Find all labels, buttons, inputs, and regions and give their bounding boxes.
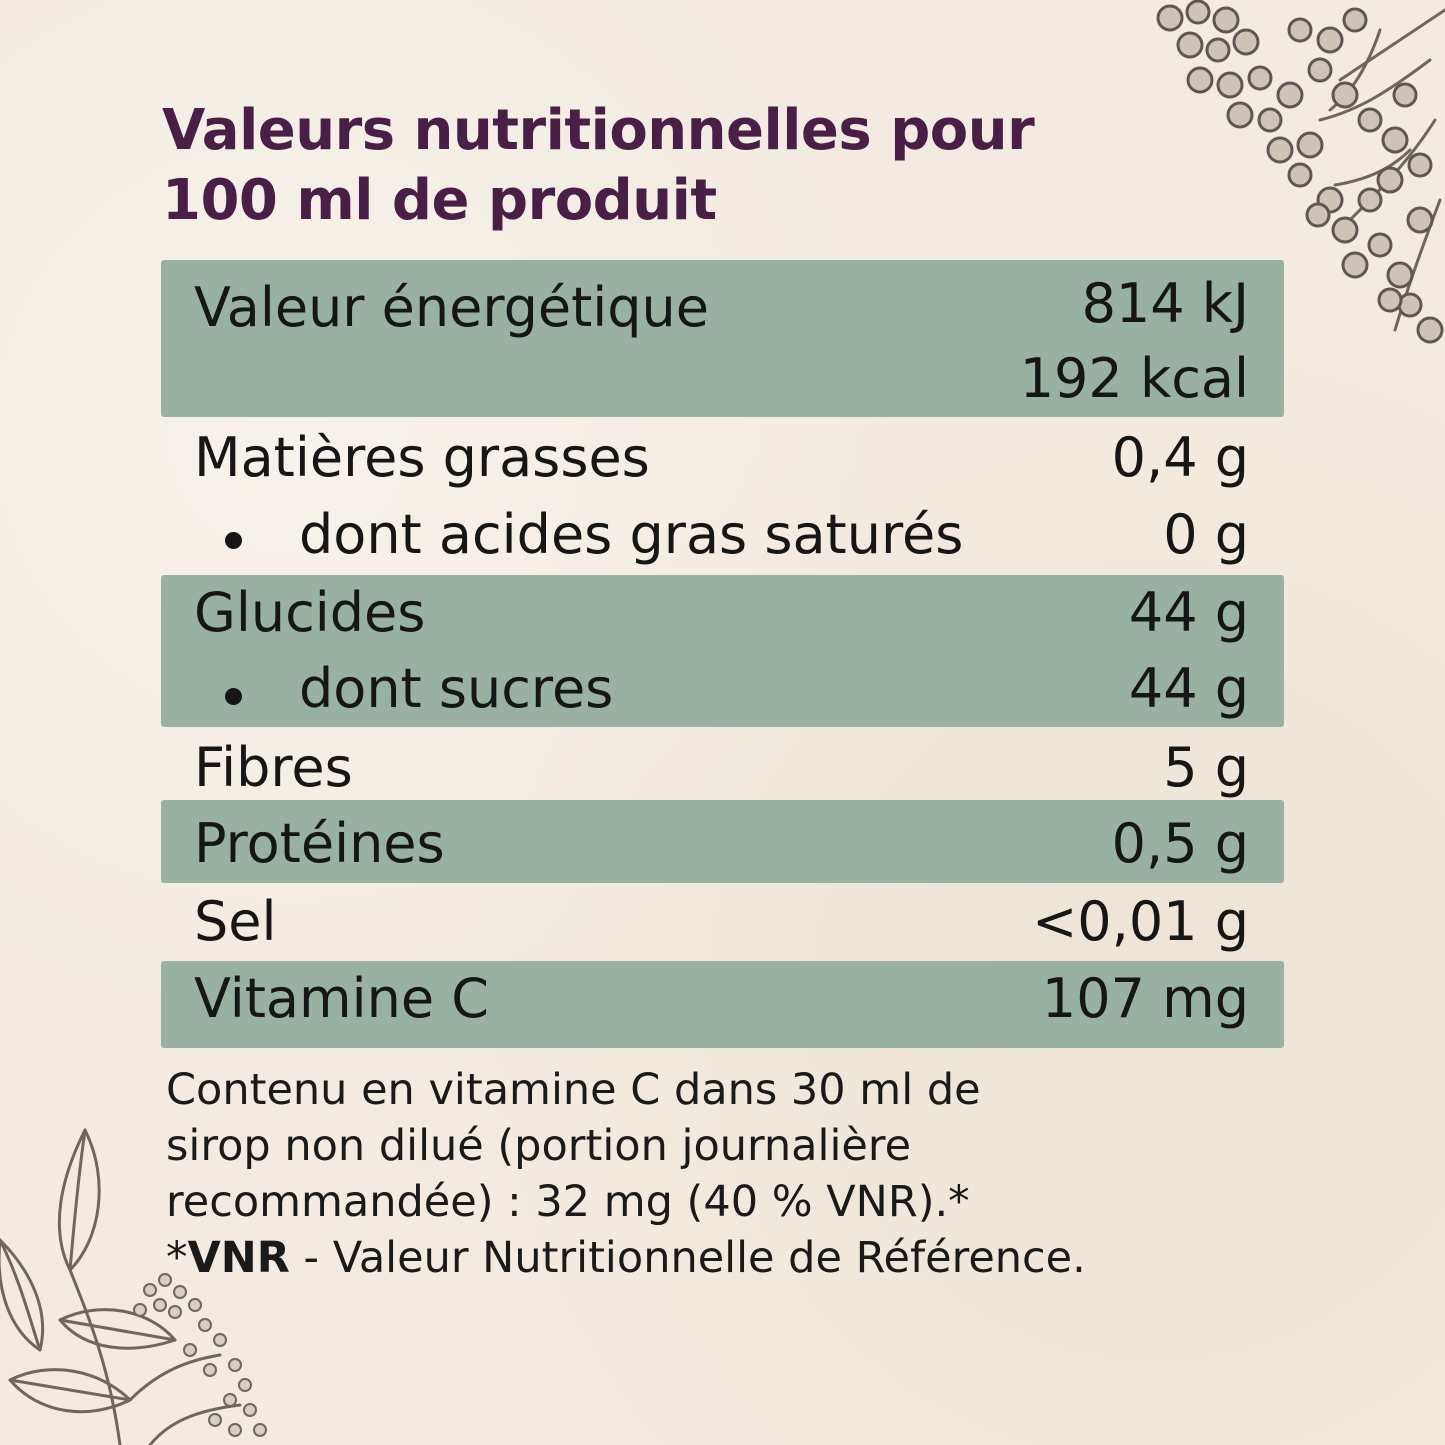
row-value: <0,01 g	[1032, 890, 1249, 953]
footnote-line-2: sirop non dilué (portion journalière	[166, 1121, 912, 1171]
row-value: 0 g	[1163, 503, 1249, 566]
row-label: Glucides	[194, 581, 426, 644]
footnote: Contenu en vitamine C dans 30 ml de siro…	[166, 1062, 1286, 1286]
row-value: 0,4 g	[1111, 426, 1249, 489]
bullet-icon	[225, 688, 242, 705]
row-value: 814 kJ	[1081, 272, 1249, 335]
row-carbohydrates: Glucides 44 g dont sucres 44 g	[161, 575, 1284, 727]
row-label-sugars: dont sucres	[299, 657, 614, 720]
row-fat: Matières grasses 0,4 g	[161, 420, 1284, 496]
row-label: Valeur énergétique	[194, 276, 709, 339]
row-value: 44 g	[1128, 581, 1249, 644]
row-value-sugars: 44 g	[1128, 657, 1249, 720]
row-salt: Sel <0,01 g	[161, 884, 1284, 960]
row-energy: Valeur énergétique 814 kJ 192 kcal	[161, 260, 1284, 417]
row-vitamin-c: Vitamine C 107 mg	[161, 961, 1284, 1048]
abbreviation: VNR	[187, 1233, 290, 1283]
title-line-2: 100 ml de produit	[162, 168, 717, 233]
asterisk: *	[166, 1233, 188, 1283]
row-fibres: Fibres 5 g	[161, 730, 1284, 806]
row-label: Protéines	[194, 812, 445, 875]
row-value: 5 g	[1163, 736, 1249, 799]
footnote-line-3: recommandée) : 32 mg (40 % VNR).*	[166, 1177, 970, 1227]
page-title: Valeurs nutritionnelles pour 100 ml de p…	[162, 96, 1162, 236]
row-label: Fibres	[194, 736, 353, 799]
row-value: 0,5 g	[1111, 812, 1249, 875]
row-label: Matières grasses	[194, 426, 650, 489]
row-label: Vitamine C	[194, 967, 489, 1030]
row-value-secondary: 192 kcal	[1019, 347, 1249, 410]
footnote-definition: *VNR - Valeur Nutritionnelle de Référenc…	[166, 1230, 1286, 1286]
title-line-1: Valeurs nutritionnelles pour	[162, 98, 1035, 163]
row-saturated-fat: dont acides gras saturés 0 g	[161, 497, 1284, 573]
elderberry-cluster-illustration	[1156, 0, 1445, 344]
elderflower-leaves-illustration	[0, 1128, 267, 1445]
abbreviation-definition: - Valeur Nutritionnelle de Référence.	[289, 1233, 1086, 1283]
row-label: Sel	[194, 890, 277, 953]
row-value: 107 mg	[1041, 967, 1249, 1030]
bullet-icon	[225, 532, 242, 549]
row-label: dont acides gras saturés	[299, 503, 964, 566]
row-protein: Protéines 0,5 g	[161, 800, 1284, 883]
footnote-line-1: Contenu en vitamine C dans 30 ml de	[166, 1065, 981, 1115]
